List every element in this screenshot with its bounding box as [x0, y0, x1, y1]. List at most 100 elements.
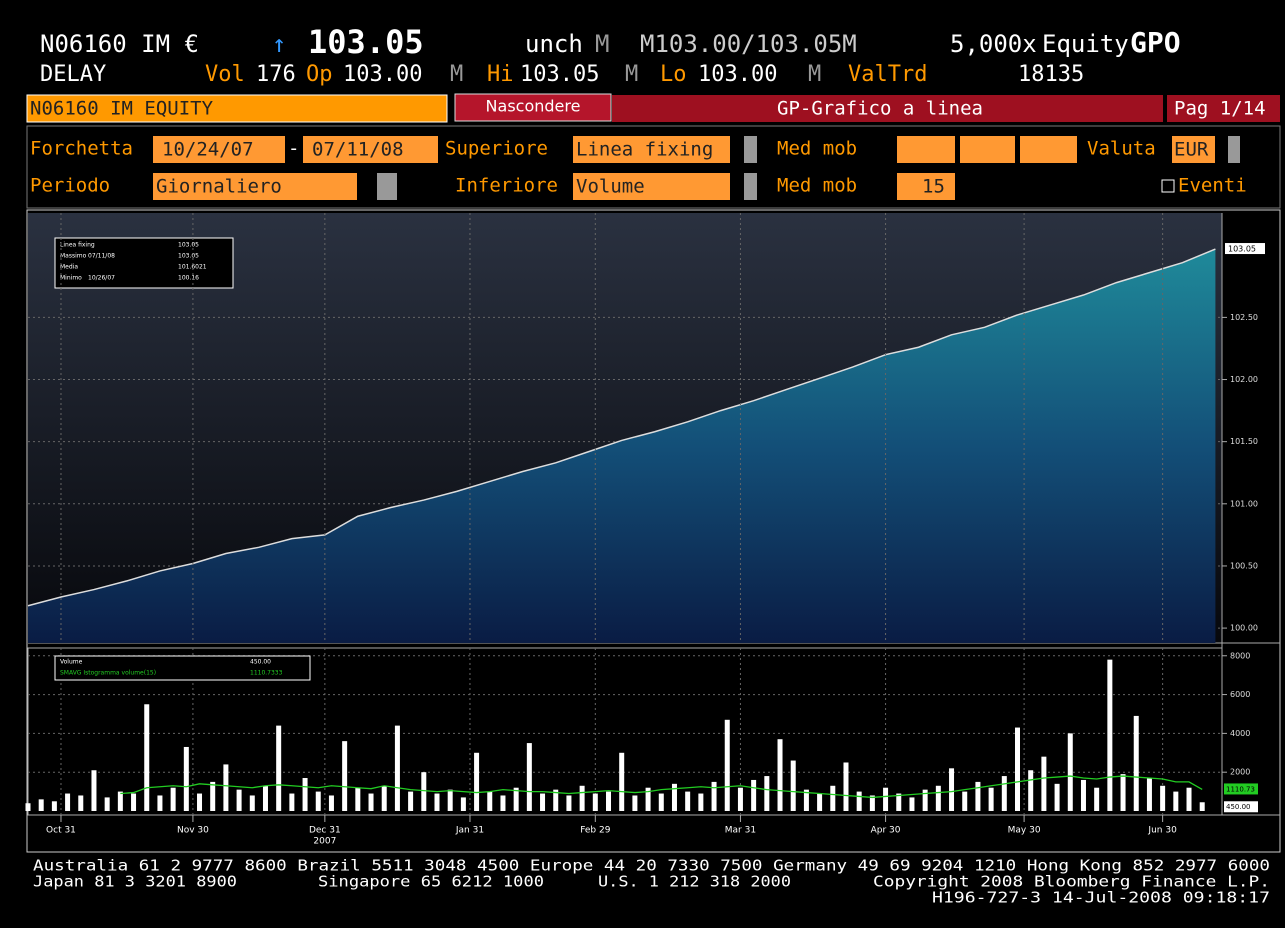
- volume-bar: [1133, 715, 1139, 811]
- y-tick-label: 101.50: [1230, 437, 1258, 446]
- legend-text: Massimo: [60, 253, 87, 260]
- footer-phone: Japan 81 3 3201 8900: [33, 873, 237, 891]
- end[interactable]: 07/11/08: [312, 139, 404, 161]
- volume-bar: [803, 789, 809, 811]
- change: unch: [525, 30, 583, 58]
- volume-bar: [500, 795, 506, 811]
- volume-bar: [1107, 659, 1113, 811]
- volume-bar: [592, 793, 598, 811]
- volume-bar: [566, 795, 572, 811]
- upper-field[interactable]: [573, 136, 757, 163]
- volume-bar: [25, 803, 31, 811]
- period-label: Periodo: [30, 175, 110, 197]
- lo-m: M: [808, 62, 821, 87]
- end-field[interactable]: [303, 136, 438, 163]
- events[interactable]: Eventi: [1178, 175, 1247, 197]
- volume-bar: [1146, 778, 1152, 811]
- hide-label[interactable]: Nascondere: [486, 97, 581, 116]
- dropdown[interactable]: [730, 173, 744, 200]
- volume-bar: [197, 793, 203, 811]
- ma-field[interactable]: [897, 136, 955, 163]
- volume-bar: [289, 793, 295, 811]
- dropdown[interactable]: [357, 173, 377, 200]
- volume-bar: [896, 793, 902, 811]
- legend-box: [54, 655, 311, 681]
- ma-field[interactable]: [1020, 136, 1077, 163]
- volume-bar: [447, 789, 453, 811]
- volume-bar: [1067, 733, 1073, 811]
- volume-bar: [434, 793, 440, 811]
- upper[interactable]: Linea fixing: [576, 139, 713, 161]
- volume-bar: [1028, 770, 1034, 811]
- volume-bar: [751, 779, 757, 811]
- header: N06160 IM € ↑ 103.05 unch M M103.00/103.…: [40, 23, 1181, 87]
- ma2-field[interactable]: [897, 173, 955, 200]
- title-bar: [612, 95, 1163, 122]
- volume-bar: [408, 791, 414, 811]
- volume-bar: [223, 764, 229, 811]
- op: 103.00: [343, 62, 422, 87]
- dropdown[interactable]: [377, 173, 397, 200]
- valtrd: 18135: [1018, 62, 1084, 87]
- volume-bar: [1120, 774, 1126, 811]
- legend-text: 103.05: [178, 253, 199, 260]
- volume-bar: [830, 785, 836, 811]
- dropdown[interactable]: [744, 136, 757, 163]
- hide-button[interactable]: [454, 93, 612, 122]
- ma-field[interactable]: [960, 136, 1015, 163]
- volume-bar: [183, 746, 189, 811]
- y-tick-label: 102.00: [1230, 375, 1258, 384]
- hi-m: M: [625, 62, 638, 87]
- legend-text: 100.16: [178, 275, 199, 282]
- sma-line: [120, 775, 1203, 799]
- volume-bar: [632, 795, 638, 811]
- volume-bar: [276, 725, 282, 811]
- window-title: GP-Grafico a linea: [777, 98, 983, 120]
- start[interactable]: 10/24/07: [162, 139, 254, 161]
- dropdown[interactable]: [744, 173, 757, 200]
- legend-text: 103.05: [178, 242, 199, 249]
- volume-bar: [1015, 727, 1021, 811]
- dropdown[interactable]: [1215, 136, 1228, 163]
- period[interactable]: Giornaliero: [156, 176, 282, 198]
- legend-text: Linea fixing: [60, 242, 95, 249]
- legend-text: 101.6021: [178, 264, 207, 271]
- form: Forchetta 10/24/07 - 07/11/08 Superiore …: [26, 125, 1281, 209]
- y-tick-label: 2000: [1230, 768, 1250, 777]
- x-tick-label: Jan 31: [455, 826, 484, 836]
- volume-bar: [817, 793, 823, 811]
- x-tick-year: 2007: [313, 837, 336, 847]
- currency-label: Valuta: [1087, 138, 1156, 160]
- market: M: [595, 30, 609, 58]
- lo: 103.00: [698, 62, 777, 87]
- currency[interactable]: EUR: [1174, 139, 1209, 161]
- start-field[interactable]: [153, 136, 285, 163]
- dropdown[interactable]: [730, 136, 744, 163]
- volume-bar: [131, 793, 137, 811]
- function: GPO: [1130, 26, 1181, 59]
- ma2[interactable]: 15: [922, 176, 945, 198]
- volume-bar: [104, 797, 110, 811]
- dropdown[interactable]: [1228, 136, 1240, 163]
- volume-bar: [368, 793, 374, 811]
- period-field[interactable]: [153, 173, 397, 200]
- y-tick-label: 100.00: [1230, 624, 1258, 633]
- price: 103.05: [308, 23, 424, 61]
- timestamp: H196-727-3 14-Jul-2008 09:18:17: [932, 889, 1270, 907]
- lower-field[interactable]: [573, 173, 757, 200]
- volume-bar: [91, 770, 97, 811]
- op-label: Op: [306, 62, 333, 87]
- y-tick-label: 4000: [1230, 729, 1250, 738]
- volume-bar: [236, 789, 242, 811]
- lower[interactable]: Volume: [576, 176, 645, 198]
- events-checkbox[interactable]: [1161, 179, 1175, 193]
- volume-bar: [553, 789, 559, 811]
- y-tick-label: 101.00: [1230, 499, 1258, 508]
- volume-bar: [935, 785, 941, 811]
- volume-bar: [1054, 783, 1060, 811]
- volume-bar: [342, 741, 348, 811]
- volume-bar: [843, 762, 849, 811]
- volume-bar: [790, 760, 796, 811]
- volume-bar: [1186, 787, 1192, 811]
